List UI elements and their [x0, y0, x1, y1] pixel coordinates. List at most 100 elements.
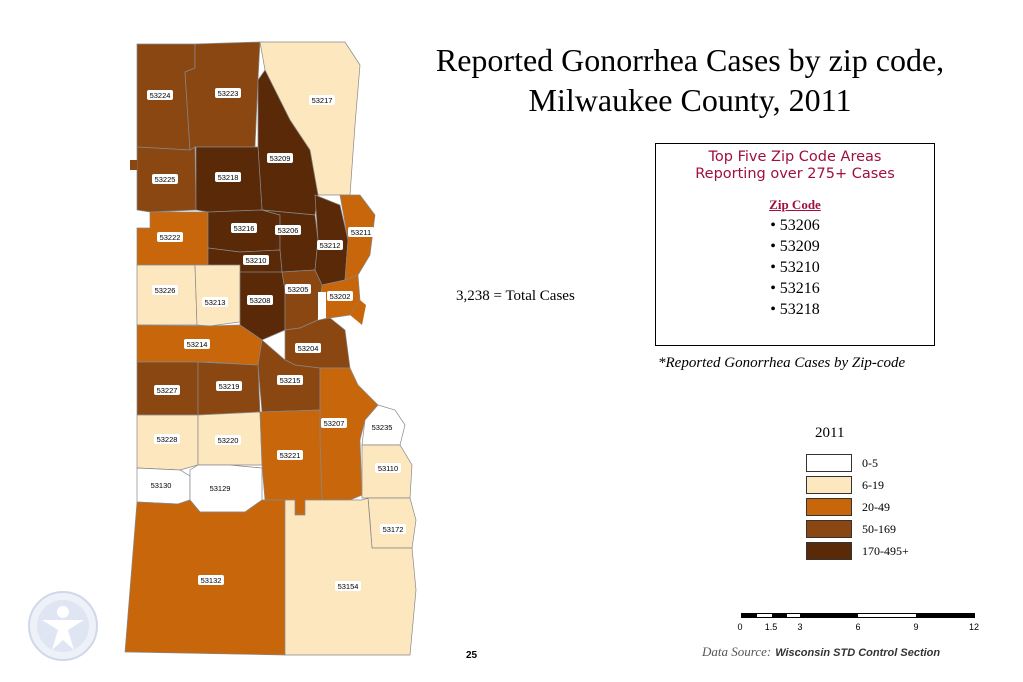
- zip-label-text: 53216: [234, 224, 255, 233]
- total-cases: 3,238 = Total Cases: [456, 288, 575, 304]
- zip-label-text: 53217: [312, 96, 333, 105]
- zip-label-text: 53154: [338, 582, 359, 591]
- zip-label-text: 53213: [205, 298, 226, 307]
- scale-label: 9: [913, 622, 918, 632]
- map-title-line2: Milwaukee County, 2011: [528, 82, 852, 118]
- zip-label-53212: 53212: [317, 240, 343, 250]
- top-five-title-line2: Reporting over 275+ Cases: [695, 166, 895, 182]
- zip-label-text: 53218: [218, 173, 239, 182]
- map-title-line1: Reported Gonorrhea Cases by zip code,: [435, 42, 945, 78]
- zip-label-53172: 53172: [380, 524, 406, 534]
- legend-label: 50-169: [862, 522, 896, 536]
- zip-label-text: 53206: [278, 226, 299, 235]
- zip-label-53216: 53216: [231, 223, 257, 233]
- zip-label-53207: 53207: [321, 418, 347, 428]
- zip-label-text: 53202: [330, 292, 351, 301]
- zip-label-text: 53204: [298, 344, 319, 353]
- lakefront-notch: [130, 160, 137, 170]
- legend-label: 170-495+: [862, 544, 909, 558]
- region-53154[interactable]: [284, 497, 417, 656]
- zip-label-text: 53209: [270, 154, 291, 163]
- legend-swatch: [806, 498, 852, 516]
- zip-label-text: 53212: [320, 241, 341, 250]
- scale-label: 1.5: [765, 622, 778, 632]
- scale-label: 6: [855, 622, 860, 632]
- scale-label: 12: [969, 622, 979, 632]
- legend-swatch: [806, 520, 852, 538]
- zip-label-text: 53207: [324, 419, 345, 428]
- zip-label-53219: 53219: [216, 381, 242, 391]
- top-five-item: • 53209: [770, 238, 820, 255]
- zip-label-53208: 53208: [247, 295, 273, 305]
- zip-label-53218: 53218: [215, 172, 241, 182]
- data-source: Data Source: Wisconsin STD Control Secti…: [702, 643, 940, 661]
- zip-label-text: 53228: [157, 435, 178, 444]
- legend-label: 0-5: [862, 456, 878, 470]
- zip-label-53217: 53217: [309, 95, 335, 105]
- zip-label-53213: 53213: [202, 297, 228, 307]
- zip-label-53225: 53225: [152, 174, 178, 184]
- legend-label: 6-19: [862, 478, 884, 492]
- zip-label-53130: 53130: [148, 480, 174, 490]
- legend-title: 2011: [815, 425, 845, 441]
- zip-label-text: 53219: [219, 382, 240, 391]
- zip-label-53210: 53210: [243, 255, 269, 265]
- top-five-item: • 53218: [770, 301, 820, 318]
- zip-label-text: 53226: [155, 286, 176, 295]
- zip-label-53223: 53223: [215, 88, 241, 98]
- lakefront-notch: [350, 300, 366, 325]
- zip-label-text: 53214: [187, 340, 208, 349]
- zip-label-53154: 53154: [335, 581, 361, 591]
- legend-swatch: [806, 476, 852, 494]
- scale-bar: 0 1.5 3 6 9 12: [737, 613, 979, 632]
- scale-label: 0: [737, 622, 742, 632]
- top-five-list: • 53206 • 53209 • 53210 • 53216 • 53218: [656, 215, 934, 320]
- zip-label-text: 53211: [351, 228, 371, 237]
- region-53221[interactable]: [259, 409, 323, 516]
- top-five-title-line1: Top Five Zip Code Areas: [708, 149, 882, 165]
- zip-label-53222: 53222: [157, 232, 183, 242]
- data-source-name: Wisconsin STD Control Section: [775, 647, 941, 659]
- region-53172[interactable]: [367, 497, 417, 549]
- zip-label-53227: 53227: [154, 385, 180, 395]
- zip-label-text: 53208: [250, 296, 271, 305]
- zip-regions: [124, 41, 417, 656]
- legend-label: 20-49: [862, 500, 890, 514]
- legend-swatch: [806, 454, 852, 472]
- zip-label-text: 53220: [218, 436, 239, 445]
- zip-label-text: 53223: [218, 89, 239, 98]
- top-five-item: • 53206: [770, 217, 820, 234]
- zip-label-text: 53235: [372, 423, 393, 432]
- region-53211[interactable]: [339, 194, 376, 281]
- page-number: 25: [466, 650, 478, 661]
- zip-label-53235: 53235: [369, 422, 395, 432]
- zip-label-text: 53132: [201, 576, 222, 585]
- zip-label-text: 53172: [383, 525, 404, 534]
- zip-label-53110: 53110: [375, 463, 401, 473]
- map-title: Reported Gonorrhea Cases by zip code, Mi…: [395, 40, 985, 120]
- zip-label-53204: 53204: [295, 343, 321, 353]
- lakefront-notch: [318, 292, 326, 320]
- footnote: *Reported Gonorrhea Cases by Zip-code: [658, 355, 906, 371]
- zip-label-text: 53221: [280, 451, 301, 460]
- scale-label: 3: [797, 622, 802, 632]
- zip-label-53220: 53220: [215, 435, 241, 445]
- zip-label-53132: 53132: [198, 575, 224, 585]
- top-five-box: Top Five Zip Code Areas Reporting over 2…: [655, 143, 935, 346]
- zip-label-text: 53110: [378, 464, 398, 473]
- zip-label-53205: 53205: [285, 284, 311, 294]
- legend-swatch: [806, 542, 852, 560]
- zip-label-53215: 53215: [277, 375, 303, 385]
- zip-label-53226: 53226: [152, 285, 178, 295]
- zip-label-text: 53225: [155, 175, 176, 184]
- zip-label-text: 53215: [280, 376, 301, 385]
- region-53213[interactable]: [194, 264, 241, 327]
- top-five-item: • 53216: [770, 280, 820, 297]
- zip-label-53206: 53206: [275, 225, 301, 235]
- zip-label-text: 53205: [288, 285, 309, 294]
- top-five-item: • 53210: [770, 259, 820, 276]
- zip-label-53129: 53129: [207, 483, 233, 493]
- data-source-prefix: Data Source:: [702, 644, 772, 659]
- health-department-seal-icon: [28, 591, 98, 661]
